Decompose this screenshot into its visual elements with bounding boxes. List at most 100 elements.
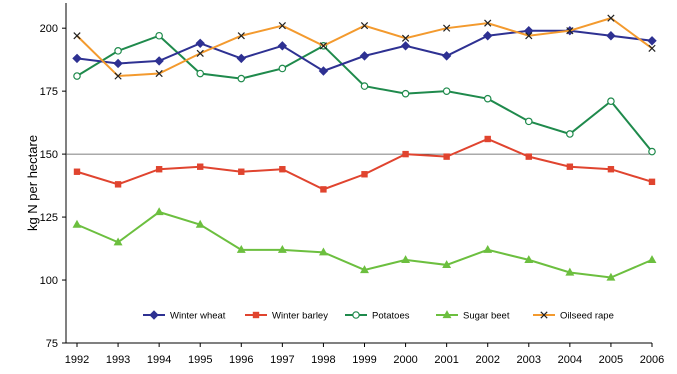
- data-point: [236, 244, 246, 253]
- data-point: [149, 310, 159, 320]
- data-point: [279, 166, 286, 173]
- x-tick-label: 2002: [475, 354, 499, 366]
- data-point: [318, 247, 328, 256]
- x-tick-label: 2000: [393, 354, 417, 366]
- data-point: [252, 311, 260, 319]
- x-tick-label: 1994: [147, 354, 171, 366]
- data-point: [525, 153, 532, 160]
- data-point: [278, 22, 286, 30]
- data-point: [196, 49, 204, 57]
- data-point: [648, 44, 656, 52]
- data-point: [197, 163, 204, 170]
- data-point: [236, 53, 246, 64]
- data-point: [319, 42, 328, 50]
- data-point: [402, 150, 409, 158]
- data-point: [540, 311, 548, 319]
- y-tick-label: 100: [40, 275, 58, 287]
- data-point: [648, 178, 656, 186]
- data-point: [361, 171, 368, 178]
- series-winter-barley: [73, 135, 656, 193]
- data-point: [607, 166, 615, 173]
- data-point: [606, 31, 616, 41]
- data-point: [72, 219, 82, 228]
- data-point: [401, 255, 411, 263]
- series-line: [76, 137, 653, 191]
- data-point: [359, 51, 370, 61]
- data-point: [483, 31, 493, 41]
- data-point: [483, 244, 493, 253]
- legend-item: Oilseed rape: [533, 311, 614, 322]
- data-point: [155, 166, 163, 173]
- y-tick-label: 75: [46, 338, 58, 350]
- data-point: [483, 94, 492, 103]
- data-point: [441, 51, 452, 61]
- x-tick-label: 1995: [188, 354, 212, 366]
- data-point: [443, 153, 450, 160]
- legend-label: Winter wheat: [170, 311, 226, 322]
- data-point: [524, 117, 533, 126]
- legend-label: Potatoes: [372, 311, 410, 322]
- data-point: [114, 72, 122, 80]
- legend-label: Winter barley: [272, 311, 328, 322]
- data-point: [73, 72, 81, 80]
- data-point: [238, 168, 245, 175]
- data-point: [524, 255, 534, 263]
- series-line: [76, 29, 653, 73]
- data-point: [154, 207, 164, 216]
- x-tick-label: 1997: [270, 354, 294, 366]
- series-sugar-beet: [72, 207, 657, 281]
- data-point: [442, 260, 452, 269]
- data-point: [114, 47, 122, 55]
- legend-item: Potatoes: [345, 311, 410, 322]
- x-tick-label: 1996: [229, 354, 253, 366]
- data-point: [155, 31, 163, 40]
- x-tick-label: 2005: [599, 354, 623, 366]
- data-point: [648, 147, 656, 156]
- y-tick-label: 150: [40, 149, 58, 161]
- data-point: [154, 56, 164, 66]
- data-point: [237, 74, 246, 83]
- data-point: [442, 87, 451, 95]
- data-point: [72, 53, 82, 64]
- data-point: [484, 19, 492, 27]
- data-point: [566, 27, 574, 35]
- x-tick-label: 2004: [558, 354, 582, 366]
- data-point: [237, 32, 245, 40]
- y-axis-label: kg N per hectare: [25, 135, 40, 231]
- x-tick-label: 1998: [311, 354, 335, 366]
- data-point: [195, 38, 205, 49]
- legend-label: Sugar beet: [463, 311, 510, 322]
- data-point: [607, 97, 615, 106]
- series-line: [76, 17, 653, 78]
- data-point: [484, 135, 491, 143]
- series-group: [72, 14, 657, 281]
- x-tick-label: 1993: [106, 354, 130, 366]
- data-point: [155, 69, 163, 78]
- x-tick-label: 1999: [352, 354, 376, 366]
- data-point: [442, 310, 452, 319]
- data-point: [352, 311, 360, 319]
- x-tick-label: 1992: [65, 354, 89, 366]
- data-point: [114, 181, 122, 188]
- legend-item: Sugar beet: [436, 310, 510, 322]
- data-point: [196, 69, 205, 78]
- data-point: [566, 163, 574, 170]
- legend-item: Winter wheat: [143, 310, 226, 322]
- data-point: [360, 82, 369, 90]
- data-point: [113, 237, 123, 246]
- data-point: [195, 219, 205, 228]
- y-tick-label: 125: [40, 212, 58, 224]
- x-tick-label: 2001: [434, 354, 458, 366]
- data-point: [360, 265, 369, 274]
- data-point: [443, 24, 451, 32]
- y-tick-label: 175: [40, 86, 58, 98]
- data-point: [565, 267, 575, 276]
- series-potatoes: [73, 31, 656, 156]
- data-point: [607, 14, 615, 22]
- data-point: [277, 41, 288, 51]
- axes: 75 100 125 150 175 200 1992 1993 1994 1995 1996 199…: [40, 3, 664, 366]
- data-point: [400, 41, 411, 51]
- data-point: [647, 36, 657, 46]
- data-point: [401, 89, 410, 98]
